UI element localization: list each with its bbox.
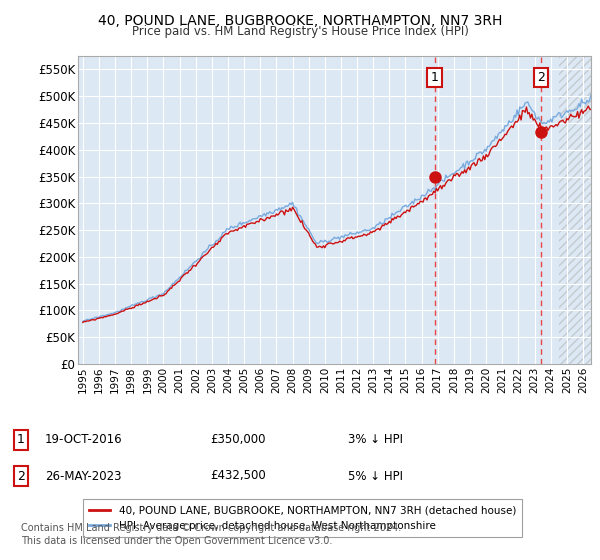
Text: £350,000: £350,000	[210, 433, 265, 446]
Text: 19-OCT-2016: 19-OCT-2016	[45, 433, 122, 446]
Text: 1: 1	[431, 71, 439, 84]
Text: 2: 2	[537, 71, 545, 84]
Text: 5% ↓ HPI: 5% ↓ HPI	[348, 469, 403, 483]
Text: Contains HM Land Registry data © Crown copyright and database right 2024.
This d: Contains HM Land Registry data © Crown c…	[21, 523, 401, 546]
Legend: 40, POUND LANE, BUGBROOKE, NORTHAMPTON, NN7 3RH (detached house), HPI: Average p: 40, POUND LANE, BUGBROOKE, NORTHAMPTON, …	[83, 500, 522, 538]
Text: £432,500: £432,500	[210, 469, 266, 483]
Text: 26-MAY-2023: 26-MAY-2023	[45, 469, 121, 483]
Text: 40, POUND LANE, BUGBROOKE, NORTHAMPTON, NN7 3RH: 40, POUND LANE, BUGBROOKE, NORTHAMPTON, …	[98, 14, 502, 28]
Text: 3% ↓ HPI: 3% ↓ HPI	[348, 433, 403, 446]
Bar	[559, 56, 591, 364]
Text: 1: 1	[17, 433, 25, 446]
Text: 2: 2	[17, 469, 25, 483]
Text: Price paid vs. HM Land Registry's House Price Index (HPI): Price paid vs. HM Land Registry's House …	[131, 25, 469, 38]
